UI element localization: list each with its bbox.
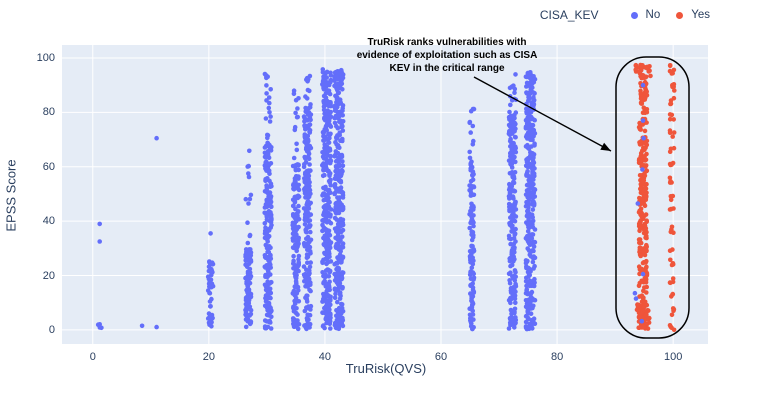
series-yes[interactable] [633, 62, 677, 333]
y-axis-title: EPSS Score [3, 159, 19, 232]
legend-marker-yes-icon [676, 11, 684, 19]
annotation-text: TruRisk ranks vulnerabilities with evide… [315, 36, 579, 76]
legend-title: CISA_KEV [539, 8, 599, 22]
annotation-line-1: TruRisk ranks vulnerabilities with [367, 37, 527, 48]
legend-label-no: No [645, 9, 661, 21]
legend-marker-no-icon [630, 11, 638, 19]
legend-label-yes: Yes [691, 9, 710, 21]
annotation-line-2: evidence of exploitation such as CISA [356, 50, 538, 62]
series-no[interactable] [95, 67, 538, 332]
annotation-arrow [473, 76, 612, 152]
series-points-no[interactable] [97, 82, 646, 330]
legend-item-yes[interactable]: Yes [676, 9, 710, 21]
legend: CISA_KEV No Yes [540, 8, 710, 22]
plot-area[interactable] [62, 45, 708, 344]
legend-item-no[interactable]: No [630, 9, 661, 21]
annotation-line-3: KEV in the critical range [389, 63, 505, 75]
x-axis-title: TruRisk(QVS) [345, 361, 427, 376]
critical-range-highlight [615, 56, 690, 339]
